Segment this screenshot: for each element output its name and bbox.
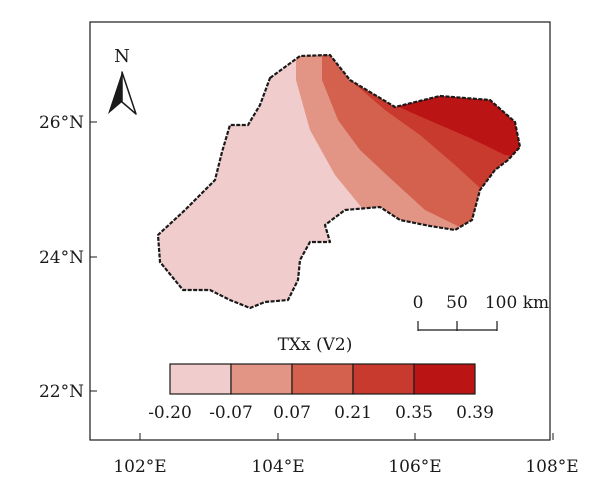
legend-break-label: 0.39 (456, 403, 494, 423)
legend-title: TXx (V2) (278, 335, 353, 355)
legend-break-label: -0.07 (209, 403, 253, 423)
legend-swatch (291, 363, 354, 395)
legend-break-label: -0.20 (148, 403, 192, 423)
legend-swatch (413, 363, 476, 395)
scale-label-0: 0 (413, 293, 424, 313)
lon-tick-label: 104°E (251, 457, 304, 477)
region-boundary (156, 53, 522, 310)
lon-tick-label: 102°E (113, 457, 166, 477)
legend-swatch (169, 363, 232, 395)
lat-axis: 26°N 24°N 22°N (39, 113, 97, 402)
lat-tick-label: 26°N (39, 113, 84, 133)
lon-axis: 102°E 104°E 106°E 108°E (113, 433, 579, 477)
region-map (158, 55, 520, 308)
scale-bar: 0 50 100 km (413, 293, 549, 331)
lon-tick-label: 108°E (525, 457, 578, 477)
legend-break-label: 0.21 (334, 403, 372, 423)
lon-tick-label: 106°E (388, 457, 441, 477)
legend-break-label: 0.07 (273, 403, 311, 423)
legend-swatch (230, 363, 293, 395)
legend-swatch (352, 363, 415, 395)
legend: TXx (V2) -0.20 -0.07 0.07 0.21 0.35 0.39 (148, 335, 494, 423)
legend-break-label: 0.35 (395, 403, 433, 423)
north-label: N (114, 46, 130, 67)
north-arrow-icon: N (108, 46, 137, 115)
scale-label-50: 50 (446, 293, 468, 313)
lat-tick-label: 22°N (39, 382, 84, 402)
lat-tick-label: 24°N (39, 248, 84, 268)
map-frame (89, 21, 551, 441)
scale-label-100: 100 km (485, 293, 549, 313)
